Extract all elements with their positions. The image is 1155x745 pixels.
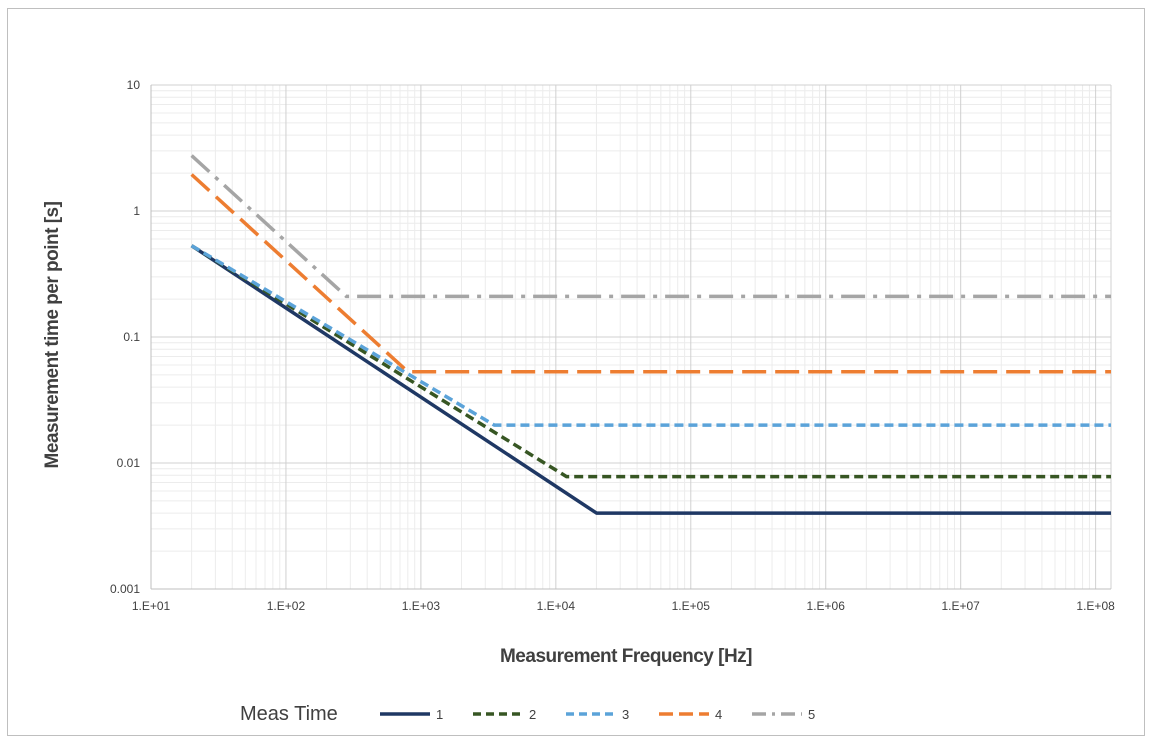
x-tick-label: 1.E+08 <box>1076 599 1115 613</box>
series-line-3 <box>190 244 1111 427</box>
x-tick-label: 1.E+06 <box>807 599 846 613</box>
x-tick-label: 1.E+04 <box>537 599 576 613</box>
legend-title: Meas Time <box>240 703 338 725</box>
x-tick-label: 1.E+03 <box>402 599 441 613</box>
y-tick-label: 0.1 <box>123 330 140 344</box>
y-tick-label: 0.01 <box>117 456 141 470</box>
y-axis-title: Measurement time per point [s] <box>42 201 63 468</box>
tick-labels: 1.E+01 1.E+02 1.E+03 1.E+04 1.E+05 1.E+06 1.E+… <box>110 78 1115 613</box>
x-tick-label: 1.E+05 <box>672 599 711 613</box>
gridlines <box>150 84 1112 590</box>
x-tick-label: 1.E+07 <box>941 599 980 613</box>
y-tick-label: 1 <box>133 204 140 218</box>
x-tick-label: 1.E+02 <box>267 599 306 613</box>
series-line-2 <box>190 244 1111 479</box>
legend-label-2: 2 <box>529 707 536 722</box>
y-tick-label: 0.001 <box>110 582 140 596</box>
series-line-1 <box>190 244 1111 515</box>
legend-label-1: 1 <box>436 707 443 722</box>
legend-label-4: 4 <box>715 707 722 722</box>
x-tick-label: 1.E+01 <box>132 599 171 613</box>
axes <box>150 85 1111 590</box>
y-tick-label: 10 <box>127 78 141 92</box>
series-line-5 <box>190 154 1111 299</box>
legend-label-5: 5 <box>808 707 815 722</box>
series-line-4 <box>190 173 1111 374</box>
legend: Meas Time 1 2 3 4 5 <box>240 703 815 725</box>
legend-label-3: 3 <box>622 707 629 722</box>
x-axis-title: Measurement Frequency [Hz] <box>500 646 752 667</box>
series-lines <box>190 154 1111 515</box>
